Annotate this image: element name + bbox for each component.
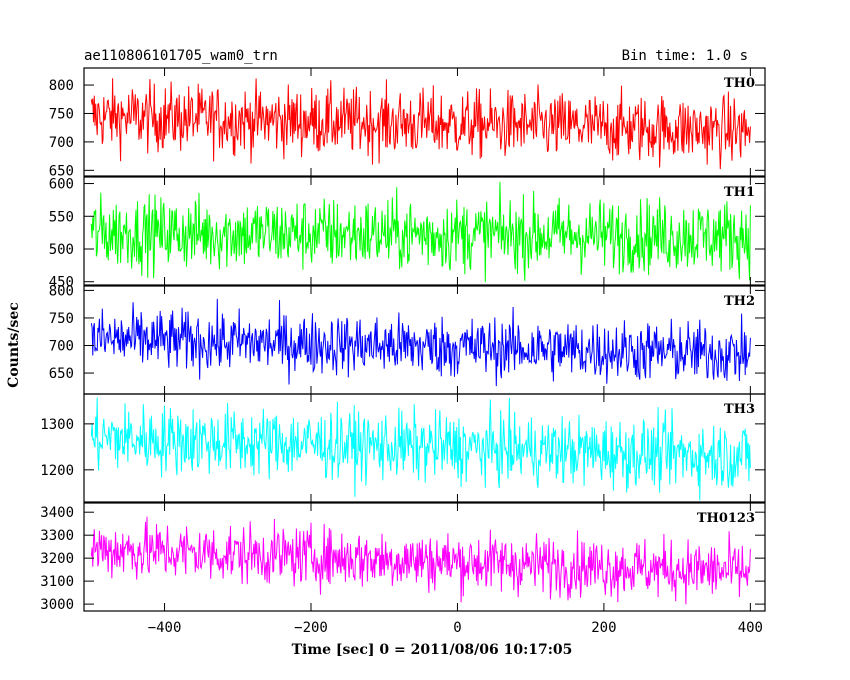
y-tick-label: 650 (49, 366, 74, 382)
y-tick-label: 550 (49, 209, 74, 225)
y-tick-label: 3200 (40, 551, 74, 567)
panel-th1: 450 500 550 600 TH1 (49, 176, 766, 291)
panel-frame (83, 67, 766, 177)
series-th2 (90, 298, 751, 387)
y-tick-label: 3100 (40, 574, 74, 590)
series-th1 (90, 181, 751, 283)
panel-th2: 650 700 750 800 TH2 (49, 283, 766, 395)
y-tick-label: 800 (49, 78, 74, 94)
series-th0 (90, 78, 751, 170)
y-tick-label: 750 (49, 106, 74, 122)
y-tick-label: 3300 (40, 528, 74, 544)
y-tick-label: 3400 (40, 505, 74, 521)
panel-frame (83, 502, 766, 612)
y-tick-label: 700 (49, 135, 74, 151)
y-tick-label: 1200 (40, 463, 74, 479)
y-tick-label: 1300 (40, 417, 74, 433)
bin-time-label: Bin time: 1.0 s (622, 48, 748, 64)
panel-frame (83, 393, 766, 503)
x-tick-label: 400 (738, 620, 763, 636)
panel-label-th2: TH2 (724, 294, 755, 309)
panel-label-th1: TH1 (724, 185, 755, 200)
x-axis: −400 −200 0 200 400 (148, 620, 763, 636)
y-axis-label: Counts/sec (6, 302, 22, 388)
y-tick-label: 650 (49, 163, 74, 179)
y-tick-label: 600 (49, 177, 74, 193)
y-tick-label: 3000 (40, 597, 74, 613)
x-tick-label: −200 (294, 620, 328, 636)
y-tick-label: 450 (49, 275, 74, 291)
chart-title: ae110806101705_wam0_trn (84, 48, 278, 64)
panel-label-th3: TH3 (724, 402, 755, 417)
series-th0123 (90, 516, 751, 605)
y-tick-label: 800 (49, 283, 74, 299)
series-th3 (90, 397, 751, 501)
x-axis-label: Time [sec] 0 = 2011/08/06 10:17:05 (292, 642, 573, 658)
panel-th0123: 3000 3100 3200 3300 3400 TH0123 (40, 502, 766, 613)
panels-group: 700 750 800 650 TH0 450 500 550 600 TH1 650 700 750 8… (40, 67, 766, 613)
y-tick-label: 700 (49, 339, 74, 355)
y-tick-label: 500 (49, 242, 74, 258)
panel-label-th0: TH0 (724, 76, 755, 91)
x-tick-label: −400 (148, 620, 182, 636)
panel-th3: 1200 1300 TH3 (40, 393, 766, 503)
y-tick-label: 750 (49, 311, 74, 327)
x-tick-label: 0 (453, 620, 461, 636)
panel-th0: 700 750 800 650 TH0 (49, 67, 766, 179)
panel-label-th0123: TH0123 (697, 511, 755, 526)
x-tick-label: 200 (591, 620, 616, 636)
panel-frame (83, 176, 766, 286)
